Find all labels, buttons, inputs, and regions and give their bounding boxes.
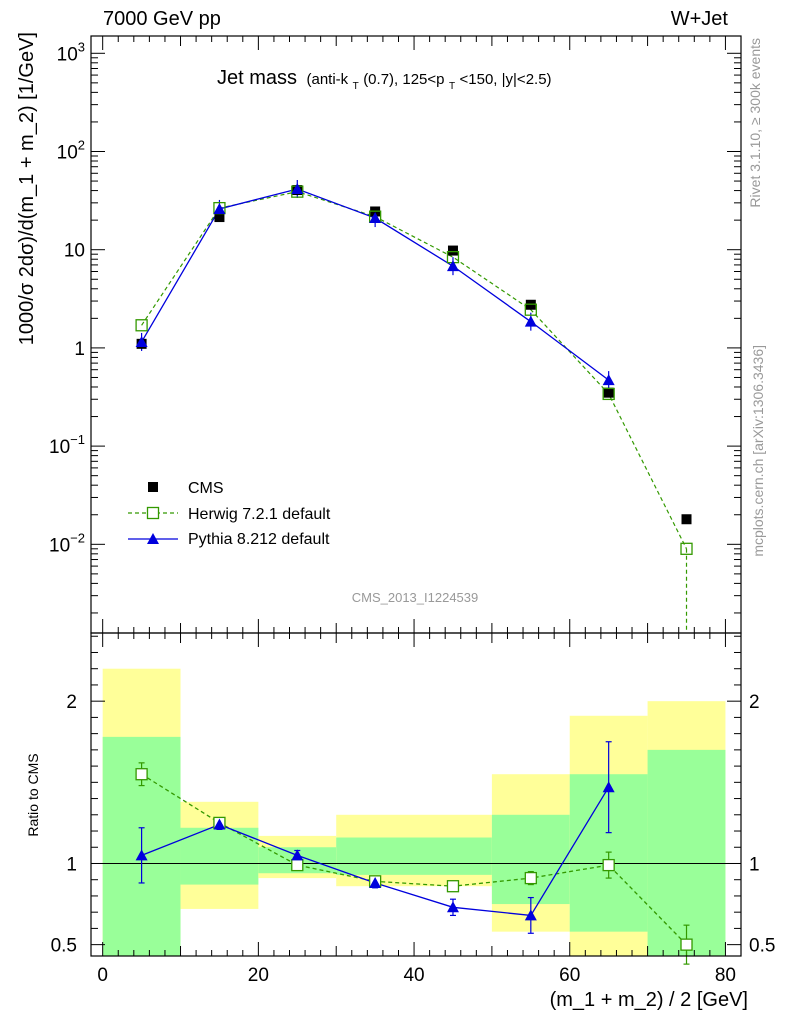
main-y-tick-label-base: 10 (57, 44, 78, 65)
ratio-pythia-point (369, 876, 382, 888)
legend-entry-cms: CMS (148, 480, 224, 497)
ratio-x-tick-label: 80 (715, 965, 736, 986)
header-right-label: W+Jet (671, 8, 729, 30)
ratio-pythia-point (446, 901, 459, 913)
pythia-point (291, 183, 304, 195)
plot-title-detail-sub2: T (449, 81, 455, 92)
analysis-watermark: CMS_2013_I1224539 (352, 590, 479, 605)
main-y-tick-label-base: 10 (49, 535, 70, 556)
ratio-y-tick-label-left: 0.5 (51, 936, 77, 957)
legend-entry-herwig: Herwig 7.2.1 default (128, 506, 331, 523)
ratio-herwig-point (680, 938, 693, 951)
main-y-tick-label-exponent: −1 (70, 432, 85, 447)
herwig-line (141, 191, 688, 550)
main-y-tick-label: 102 (57, 137, 85, 163)
ratio-frame (90, 632, 742, 957)
header-left-label: 7000 GeV pp (103, 8, 221, 30)
pythia-point (446, 260, 459, 272)
plot-title-main: Jet mass (217, 67, 297, 89)
cms-point (681, 514, 692, 525)
herwig-point (602, 387, 615, 401)
side-label-rivet: Rivet 3.1.10, ≥ 300k events (747, 38, 763, 208)
cms-point (214, 212, 225, 223)
legend-marker-pythia (147, 533, 159, 544)
x-axis-label: (m_1 + m_2) / 2 [GeV] (550, 989, 748, 1011)
legend-label-herwig: Herwig 7.2.1 default (188, 506, 331, 523)
ratio-x-tick-label: 0 (97, 965, 108, 986)
ratio-herwig-point (135, 768, 148, 781)
plot-title-detail-a: (anti-k (306, 71, 348, 88)
ratio-herwig-point (446, 880, 460, 893)
main-y-tick-label: 103 (57, 39, 85, 65)
ratio-herwig-point (291, 858, 304, 872)
ratio-pythia-point (291, 849, 304, 861)
ratio-x-tick-label: 20 (248, 965, 269, 986)
main-y-tick-label: 10−2 (49, 530, 85, 556)
main-y-tick-label-base: 10 (57, 142, 78, 163)
pythia-point (369, 212, 382, 224)
ratio-y-axis-label: Ratio to CMS (25, 753, 41, 836)
ratio-band-green-3 (336, 837, 492, 875)
pythia-point (524, 315, 537, 327)
main-y-tick-label-base: 10 (64, 241, 85, 262)
herwig-point (135, 319, 148, 332)
ratio-y-tick-label-right: 0.5 (749, 936, 775, 957)
ratio-band-green-4 (491, 814, 570, 905)
main-y-tick-label: 1 (74, 339, 85, 360)
legend-entry-pythia: Pythia 8.212 default (128, 531, 330, 548)
main-y-tick-label-base: 10 (49, 437, 70, 458)
ratio-pythia-point (213, 818, 226, 830)
ratio-herwig-point (524, 871, 537, 885)
main-y-tick-label-exponent: 2 (78, 137, 85, 152)
legend-marker-herwig (146, 506, 160, 520)
plot-title: Jet mass (anti-k T (0.7), 125<p T <150, … (217, 67, 552, 93)
main-y-axis-label: 1000/σ 2dσ)/d(m_1 + m_2) [1/GeV] (16, 32, 38, 345)
legend: CMS Herwig 7.2.1 default Pythia 8.212 de… (128, 480, 331, 548)
herwig-point (524, 303, 537, 316)
side-label-mcplots: mcplots.cern.ch [arXiv:1306.3436] (750, 345, 766, 557)
ratio-x-tick-label: 40 (403, 965, 424, 986)
pythia-point (602, 374, 615, 386)
plot-title-detail-sub1: T (353, 81, 359, 92)
pythia-point (135, 335, 148, 347)
ratio-pythia-point (524, 909, 537, 921)
pythia-point (213, 202, 226, 214)
main-y-tick-label: 10 (64, 241, 85, 262)
ratio-plot-area: 0 20 40 60 80 0.5 0.5 1 1 2 2 (51, 632, 775, 986)
legend-label-cms: CMS (188, 480, 224, 497)
cms-point (603, 387, 614, 398)
cms-point (447, 245, 458, 256)
plot-title-detail-b: (0.7), 125<p (363, 71, 444, 88)
ratio-y-tick-label-right: 2 (749, 692, 760, 713)
ratio-y-tick-label-left: 1 (66, 854, 77, 875)
ratio-pythia-point (135, 849, 148, 861)
ratio-y-tick-label-left: 2 (66, 692, 77, 713)
legend-label-pythia: Pythia 8.212 default (188, 531, 330, 548)
main-y-tick-label-base: 1 (74, 339, 85, 360)
main-y-tick-label-exponent: 3 (78, 39, 85, 54)
main-y-tick-label: 10−1 (49, 432, 85, 458)
ratio-y-tick-label-right: 1 (749, 854, 760, 875)
ratio-herwig-point (602, 858, 615, 872)
ratio-band-green-6 (647, 749, 726, 956)
main-y-tick-label-exponent: −2 (70, 530, 85, 545)
herwig-point (680, 542, 693, 555)
ratio-band-green-1 (180, 827, 259, 885)
ratio-pythia-point (602, 781, 615, 793)
plot-title-detail-c: <150, |y|<2.5) (460, 71, 552, 88)
ratio-x-tick-label: 60 (559, 965, 580, 986)
legend-marker-cms (148, 482, 158, 492)
